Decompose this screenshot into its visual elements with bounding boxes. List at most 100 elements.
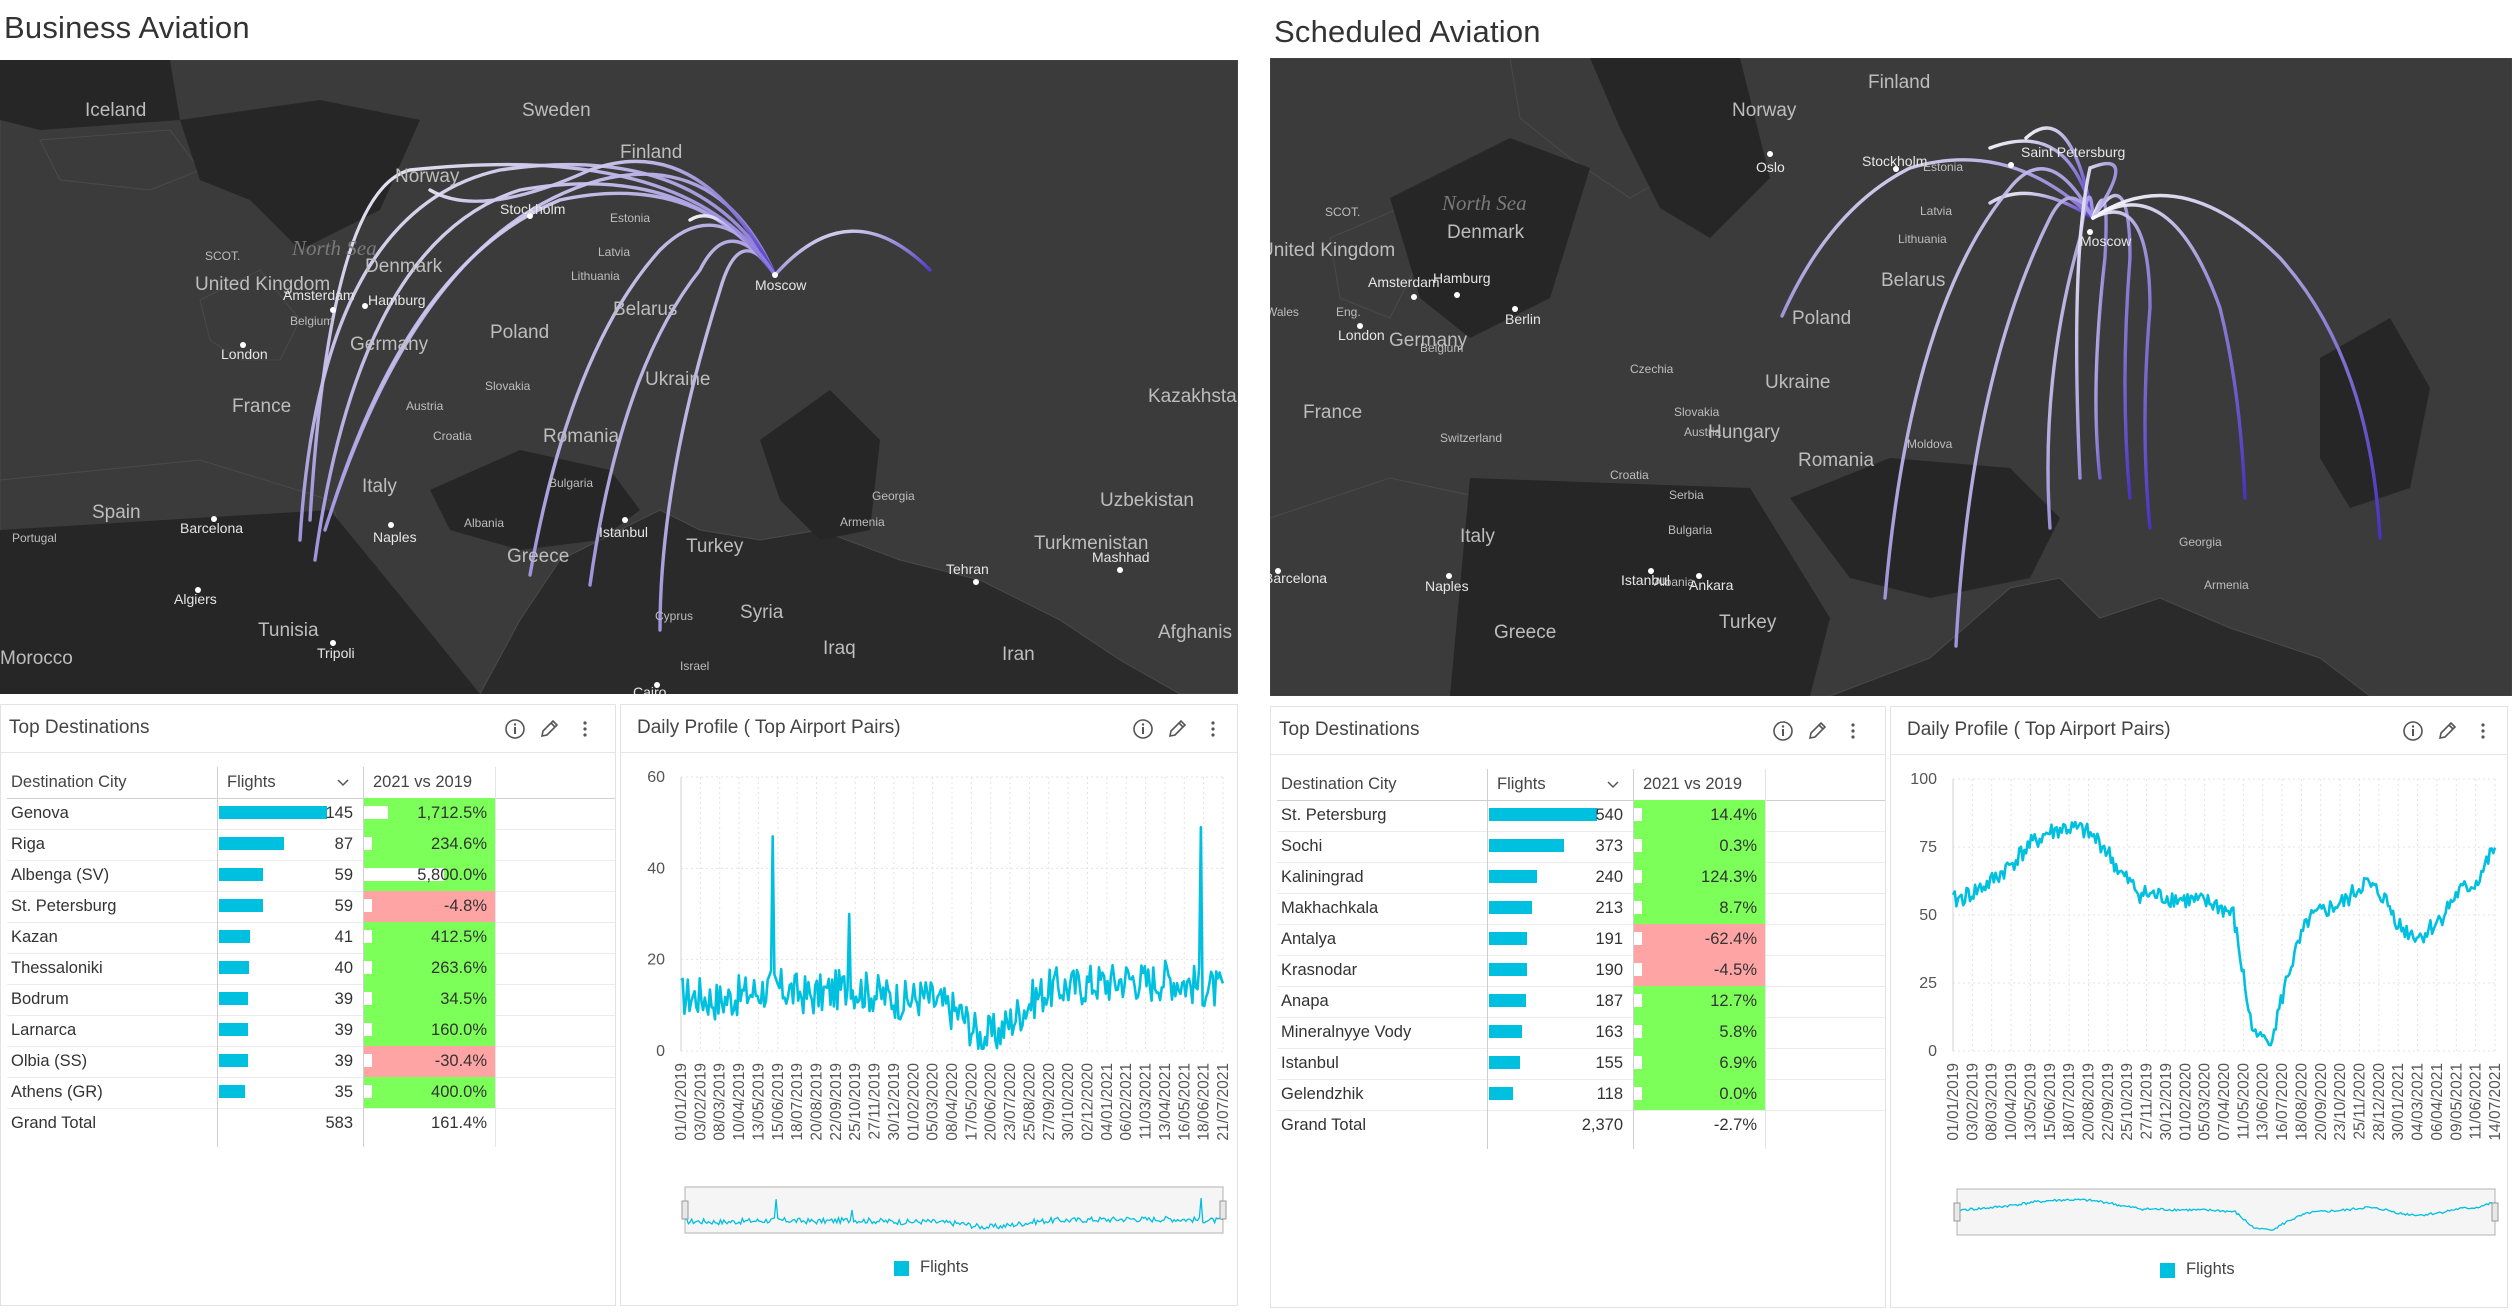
column-header-compare[interactable]: 2021 vs 2019 [373,773,473,791]
info-icon[interactable] [1131,717,1155,741]
city-marker[interactable] [1512,306,1518,312]
flight-arc[interactable] [2024,126,2095,220]
city-marker[interactable] [1117,567,1123,573]
city-marker[interactable] [195,587,201,593]
flight-arc[interactable] [2091,193,2382,540]
city-marker[interactable] [330,307,336,313]
table-row[interactable]: Larnarca 39 160.0% [7,1015,527,1046]
more-menu-icon[interactable] [1201,717,1225,741]
info-icon[interactable] [2401,719,2425,743]
table-row[interactable]: Athens (GR) 35 400.0% [7,1077,527,1108]
flight-arc[interactable] [658,249,777,632]
chevron-down-icon[interactable] [1605,769,1621,800]
table-row[interactable]: Bodrum 39 34.5% [7,984,527,1015]
table-row[interactable]: Thessaloniki 40 263.6% [7,953,527,984]
table-row[interactable]: Kaliningrad 240 124.3% [1277,862,1797,893]
table-row[interactable]: St. Petersburg 540 14.4% [1277,800,1797,831]
table-row[interactable]: Istanbul 155 6.9% [1277,1048,1797,1079]
flight-arc[interactable] [528,223,777,577]
table-row[interactable]: Krasnodar 190 -4.5% [1277,955,1797,986]
daily-profile-chart[interactable]: 01/01/2019 03/02/2019 08/03/2019 10/04/2019… [1891,707,2507,1307]
edit-icon[interactable] [2435,719,2459,743]
scheduled-aviation-map[interactable]: Finland Norway United Kingdom Denmark Poland… [1270,58,2512,696]
table-row[interactable]: Albenga (SV) 59 5,800.0% [7,860,527,891]
city-marker[interactable] [240,342,246,348]
range-navigator[interactable] [684,1186,1224,1234]
flight-arc[interactable] [2091,194,2132,500]
flight-arc[interactable] [308,162,777,522]
legend-label[interactable]: Flights [2186,1260,2235,1278]
map-canvas[interactable]: Iceland Sweden Finland Norway United Kingdom… [0,60,1238,694]
city-marker[interactable] [1696,573,1702,579]
flight-arc[interactable] [588,239,777,587]
city-marker[interactable] [2087,229,2093,235]
table-row[interactable]: Sochi 373 0.3% [1277,831,1797,862]
city-marker[interactable] [1767,151,1773,157]
table-row[interactable]: Olbia (SS) 39 -30.4% [7,1046,527,1077]
city-marker[interactable] [973,579,979,585]
table-row[interactable]: Gelendzhik 118 0.0% [1277,1079,1797,1110]
table-row[interactable]: Makhachkala 213 8.7% [1277,893,1797,924]
table-row[interactable]: St. Petersburg 59 -4.8% [7,891,527,922]
flight-arc[interactable] [1988,191,2095,220]
city-marker[interactable] [1411,294,1417,300]
flight-arc[interactable] [1954,196,2095,648]
more-menu-icon[interactable] [1841,719,1865,743]
more-menu-icon[interactable] [2471,719,2495,743]
navigator-handle[interactable] [1219,1200,1227,1220]
city-marker[interactable] [1446,573,1452,579]
table-row[interactable]: Anapa 187 12.7% [1277,986,1797,1017]
column-header-city[interactable]: Destination City [11,773,127,791]
city-marker[interactable] [1648,568,1654,574]
city-marker[interactable] [211,516,217,522]
series-line-flights[interactable] [1951,820,2497,1047]
info-icon[interactable] [503,717,527,741]
series-line-flights[interactable] [680,825,1225,1050]
city-marker[interactable] [1275,568,1281,574]
city-marker[interactable] [1454,292,1460,298]
column-header-flights[interactable]: Flights [227,773,276,791]
city-marker[interactable] [772,272,778,278]
legend-swatch[interactable] [894,1261,909,1276]
edit-icon[interactable] [1165,717,1189,741]
legend-swatch[interactable] [2160,1263,2175,1278]
flight-arc[interactable] [1883,167,2095,600]
city-marker[interactable] [1357,323,1363,329]
table-row[interactable]: Genova 145 1,712.5% [7,798,527,829]
column-header-flights[interactable]: Flights [1497,775,1546,793]
business-aviation-map[interactable]: Iceland Sweden Finland Norway United Kingdom… [0,60,1238,694]
navigator-handle[interactable] [1953,1202,1961,1222]
daily-profile-chart[interactable]: 01/01/2019 03/02/2019 08/03/2019 10/04/2019… [621,705,1237,1305]
navigator-handle[interactable] [681,1200,689,1220]
city-marker[interactable] [362,303,368,309]
city-marker[interactable] [527,213,533,219]
column-header-compare[interactable]: 2021 vs 2019 [1643,775,1743,793]
flight-arc[interactable] [1780,158,2095,318]
city-marker[interactable] [330,640,336,646]
table-row[interactable]: Mineralnyye Vody 163 5.8% [1277,1017,1797,1048]
edit-icon[interactable] [1805,719,1829,743]
navigator-handle[interactable] [2491,1202,2499,1222]
table-row[interactable]: Antalya 191 -62.4% [1277,924,1797,955]
chevron-down-icon[interactable] [335,767,351,798]
legend-label[interactable]: Flights [920,1258,969,1276]
flight-arc[interactable] [2074,162,2118,480]
city-marker[interactable] [2008,162,2014,168]
city-marker[interactable] [388,522,394,528]
flight-arc[interactable] [313,182,777,562]
flight-arc[interactable] [2091,203,2247,500]
flight-arc[interactable] [2091,210,2152,530]
city-marker[interactable] [622,517,628,523]
city-marker[interactable] [654,682,660,688]
column-header-city[interactable]: Destination City [1281,775,1397,793]
table-row[interactable]: Riga 87 234.6% [7,829,527,860]
more-menu-icon[interactable] [573,717,597,741]
info-icon[interactable] [1771,719,1795,743]
table-row[interactable]: Kazan 41 412.5% [7,922,527,953]
flight-arc[interactable] [428,159,777,277]
flight-arc[interactable] [2046,195,2095,530]
flight-arc[interactable] [773,229,932,277]
map-canvas[interactable]: Finland Norway United Kingdom Denmark Poland… [1270,58,2512,696]
edit-icon[interactable] [537,717,561,741]
city-marker[interactable] [1893,166,1899,172]
